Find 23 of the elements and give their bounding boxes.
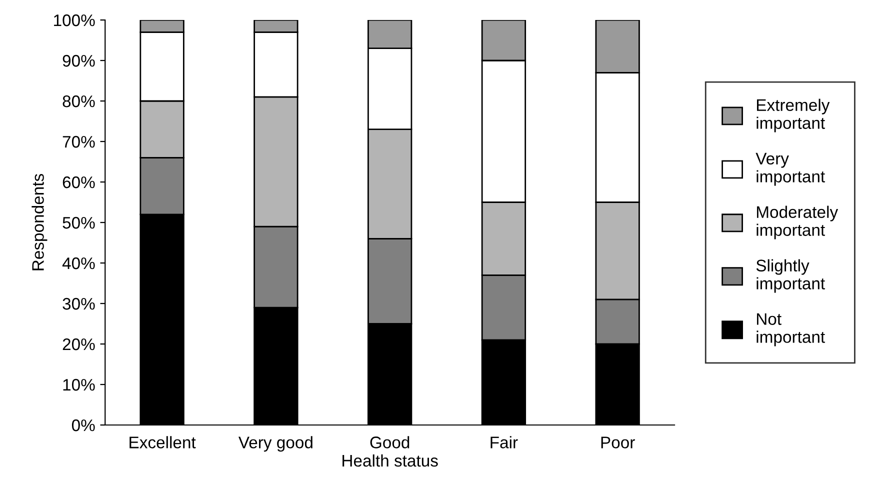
y-tick-label: 20%: [62, 338, 95, 350]
legend-label: Moderately important: [756, 206, 838, 240]
x-tick-label: Good: [370, 436, 410, 448]
y-tick-label: 40%: [62, 257, 95, 270]
x-tick-label: Very good: [238, 436, 312, 452]
y-tick-label: 0%: [72, 419, 95, 432]
y-tick-label: 60%: [62, 176, 95, 188]
legend-label: Slightly important: [756, 259, 825, 293]
x-tick-label: Poor: [601, 436, 635, 448]
legend-label: Very important: [756, 152, 825, 186]
y-tick-label: 50%: [62, 216, 95, 229]
y-tick-label: 70%: [62, 136, 95, 148]
x-tick-label: Fair: [490, 436, 518, 448]
legend-label: Extremely important: [756, 98, 830, 132]
y-tick-label: 30%: [62, 298, 95, 310]
y-tick-label: 80%: [62, 95, 95, 108]
y-axis-title: Respondents: [32, 174, 48, 270]
legend-label: Not important: [756, 313, 825, 346]
y-tick-label: 10%: [63, 378, 95, 391]
x-axis-title: Health status: [342, 454, 438, 467]
y-tick-label: 100%: [54, 14, 95, 26]
y-tick-label: 90%: [62, 54, 95, 67]
x-tick-label: Excellent: [130, 436, 196, 448]
